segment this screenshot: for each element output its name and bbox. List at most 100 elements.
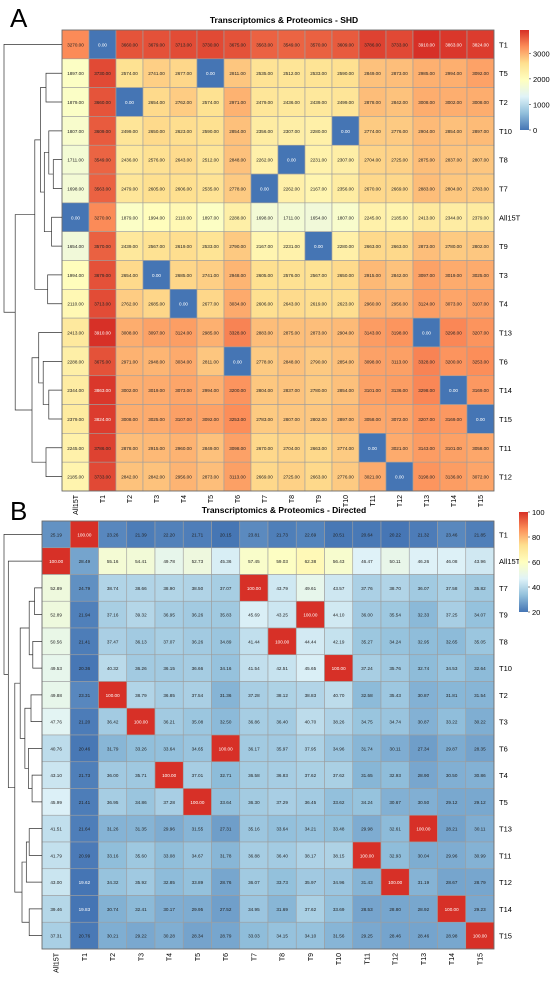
cell-value-label: 2802.00 <box>472 244 489 249</box>
cell-value-label: 28.34 <box>192 934 204 939</box>
heatmap-cell <box>466 461 495 492</box>
cell-value-label: 0.00 <box>233 359 242 364</box>
heatmap-cell <box>352 734 382 763</box>
row-label: T3 <box>499 271 508 280</box>
cell-value-label: 32.33 <box>418 613 430 618</box>
heatmap-cell <box>250 231 279 261</box>
cell-value-label: 3675.00 <box>94 359 111 364</box>
heatmap-cell <box>115 116 144 146</box>
heatmap-cell <box>466 87 495 117</box>
cell-value-label: 29.22 <box>135 934 147 939</box>
dendrogram-branch <box>52 159 62 189</box>
cell-value-label: 2533.00 <box>202 244 219 249</box>
cell-value-label: 2619.00 <box>310 302 327 307</box>
column-label: T14 <box>451 495 458 507</box>
row-label: T11 <box>499 851 511 860</box>
heatmap-cell <box>358 461 387 492</box>
heatmap-cell <box>408 654 438 682</box>
cell-value-label: 42.19 <box>333 639 345 644</box>
cell-value-label: 37.62 <box>333 773 345 778</box>
heatmap-cell <box>239 788 269 816</box>
cell-value-label: 0.00 <box>314 244 323 249</box>
cell-value-label: 43.57 <box>333 586 345 591</box>
cell-value-label: 3019.00 <box>445 273 462 278</box>
heatmap-cell <box>169 87 198 117</box>
cell-value-label: 2804.00 <box>445 186 462 191</box>
heatmap-cell <box>324 788 354 816</box>
cell-value-label: 2280.00 <box>337 244 354 249</box>
row-label: T6 <box>499 744 508 753</box>
panel-a-letter: A <box>10 3 28 33</box>
cell-value-label: 2307.00 <box>283 129 300 134</box>
cell-value-label: 3570.00 <box>310 42 327 47</box>
heatmap-cell <box>69 520 99 549</box>
heatmap-cell <box>466 116 495 146</box>
cell-value-label: 100.00 <box>106 693 120 698</box>
heatmap-directed: 25.19 100.00 23.26 21.39 22.20 21.71 20.15 23.8… <box>3 508 545 973</box>
heatmap-cell <box>182 574 212 602</box>
heatmap-cell <box>61 29 90 60</box>
cell-value-label: 2762.00 <box>121 302 138 307</box>
cell-value-label: 34.96 <box>333 746 345 751</box>
cell-value-label: 100.00 <box>416 827 430 832</box>
cell-value-label: 21.71 <box>192 532 204 537</box>
cell-value-label: 100.00 <box>388 880 402 885</box>
cell-value-label: 2231.00 <box>283 244 300 249</box>
heatmap-cell <box>380 841 410 870</box>
cell-value-label: 49.88 <box>50 693 62 698</box>
heatmap-cell <box>223 375 252 405</box>
heatmap-cell <box>331 461 360 492</box>
row-label: T3 <box>499 718 508 727</box>
heatmap-border <box>61 29 495 492</box>
cell-value-label: 36.00 <box>361 613 373 618</box>
heatmap-cell <box>211 734 241 763</box>
heatmap-cell <box>88 289 117 319</box>
heatmap-cell <box>41 868 71 896</box>
heatmap-cell <box>142 58 171 88</box>
cell-value-label: 44.44 <box>305 639 317 644</box>
cell-value-label: 2956.00 <box>175 475 192 480</box>
heatmap-cell <box>211 574 241 602</box>
cell-value-label: 2590.00 <box>337 71 354 76</box>
dendrogram-branch <box>40 87 46 193</box>
dendrogram-branch <box>38 332 62 384</box>
heatmap-cell <box>211 547 241 575</box>
cell-value-label: 2379.00 <box>67 417 84 422</box>
heatmap-cell <box>154 761 184 789</box>
cell-value-label: 3328.00 <box>418 359 435 364</box>
heatmap-cell <box>358 289 387 319</box>
heatmap-cell <box>439 346 468 377</box>
cell-value-label: 2960.00 <box>364 302 381 307</box>
cell-value-label: 23.26 <box>107 532 119 537</box>
colorbar-tick-label: 3000 <box>533 49 550 58</box>
heatmap-cell <box>304 144 333 175</box>
cell-value-label: 2685.00 <box>175 273 192 278</box>
column-label: T13 <box>424 495 431 507</box>
cell-value-label: 3073.00 <box>175 388 192 393</box>
cell-value-label: 31.54 <box>474 693 486 698</box>
column-label: T12 <box>397 495 404 507</box>
heatmap-cell <box>465 654 495 682</box>
cell-value-label: 21.85 <box>474 532 486 537</box>
heatmap-cell <box>196 404 225 434</box>
cell-value-label: 2663.00 <box>310 446 327 451</box>
heatmap-cell <box>61 231 90 261</box>
cell-value-label: 3002.00 <box>121 388 138 393</box>
cell-value-label: 3253.00 <box>229 417 246 422</box>
cell-value-label: 28.49 <box>79 559 91 564</box>
cell-value-label: 30.11 <box>474 827 486 832</box>
cell-value-label: 43.00 <box>50 880 62 885</box>
cell-value-label: 49.78 <box>163 559 175 564</box>
cell-value-label: 34.96 <box>333 880 345 885</box>
heatmap-cell <box>88 58 117 88</box>
cell-value-label: 37.31 <box>50 934 62 939</box>
heatmap-cell <box>126 868 156 896</box>
cell-value-label: 2971.00 <box>229 100 246 105</box>
cell-value-label: 43.96 <box>474 559 486 564</box>
cell-value-label: 3092.00 <box>202 417 219 422</box>
heatmap-cell <box>439 260 468 290</box>
heatmap-cell <box>88 29 117 60</box>
cell-value-label: 0.00 <box>206 71 215 76</box>
cell-value-label: 2535.00 <box>202 186 219 191</box>
heatmap-cell <box>412 87 441 117</box>
